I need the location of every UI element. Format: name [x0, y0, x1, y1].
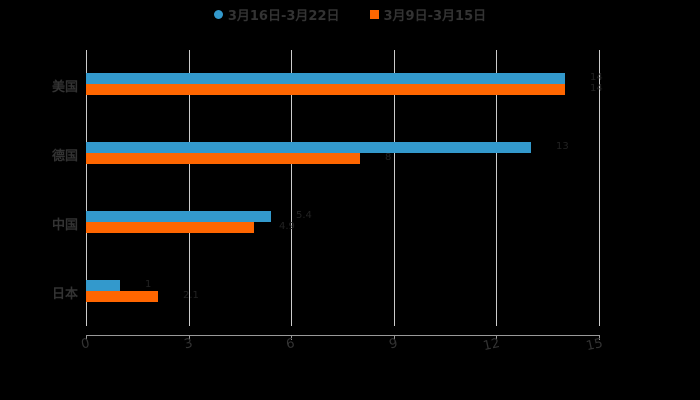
bar-value-label: 13 — [556, 141, 569, 152]
bar-value-label: 14 — [590, 83, 603, 94]
gridline — [86, 50, 87, 326]
bar-value-label: 1 — [145, 279, 152, 290]
bar-series-1[interactable] — [86, 73, 565, 84]
gridline — [599, 50, 600, 326]
bar-value-label: 4.9 — [279, 221, 295, 232]
bar-series-2[interactable] — [86, 153, 360, 164]
legend-label: 3月9日-3月15日 — [383, 8, 487, 24]
x-tick-label: 15 — [584, 336, 605, 355]
y-category-label: 德国 — [51, 149, 78, 164]
bar-series-1[interactable] — [86, 280, 120, 291]
x-tick-label: 9 — [387, 336, 400, 353]
bar-series-2[interactable] — [86, 222, 254, 233]
axis-tick — [599, 335, 600, 340]
x-tick-label: 3 — [182, 336, 195, 353]
axis-tick — [189, 335, 190, 340]
y-category-label: 日本 — [51, 287, 78, 302]
legend-marker-icon — [213, 9, 223, 19]
bar-value-label: 14 — [590, 72, 603, 83]
axis-tick — [86, 335, 87, 340]
x-tick-label: 0 — [79, 336, 92, 353]
y-category-label: 美国 — [51, 80, 78, 95]
bar-series-1[interactable] — [86, 142, 531, 153]
legend-item-series-2[interactable]: 3月9日-3月15日 — [369, 5, 487, 24]
gridline — [496, 50, 497, 326]
gridline — [189, 50, 190, 326]
bar-series-2[interactable] — [86, 84, 565, 95]
gridline — [394, 50, 395, 326]
axis-tick — [394, 335, 395, 340]
legend: 3月16日-3月22日 3月9日-3月15日 — [0, 4, 700, 24]
x-tick-label: 12 — [481, 336, 502, 355]
bar-series-1[interactable] — [86, 211, 271, 222]
x-tick-label: 6 — [284, 336, 297, 353]
axis-tick — [496, 335, 497, 340]
y-category-label: 中国 — [51, 218, 78, 233]
legend-marker-icon — [369, 9, 379, 19]
bar-value-label: 2.1 — [183, 290, 199, 301]
legend-label: 3月16日-3月22日 — [227, 8, 340, 24]
bar-value-label: 5.4 — [296, 210, 312, 221]
legend-item-series-1[interactable]: 3月16日-3月22日 — [213, 5, 340, 24]
x-axis-line — [86, 335, 599, 336]
bar-value-label: 8 — [385, 152, 392, 163]
axis-tick — [291, 335, 292, 340]
bar-series-2[interactable] — [86, 291, 158, 302]
gridline — [291, 50, 292, 326]
